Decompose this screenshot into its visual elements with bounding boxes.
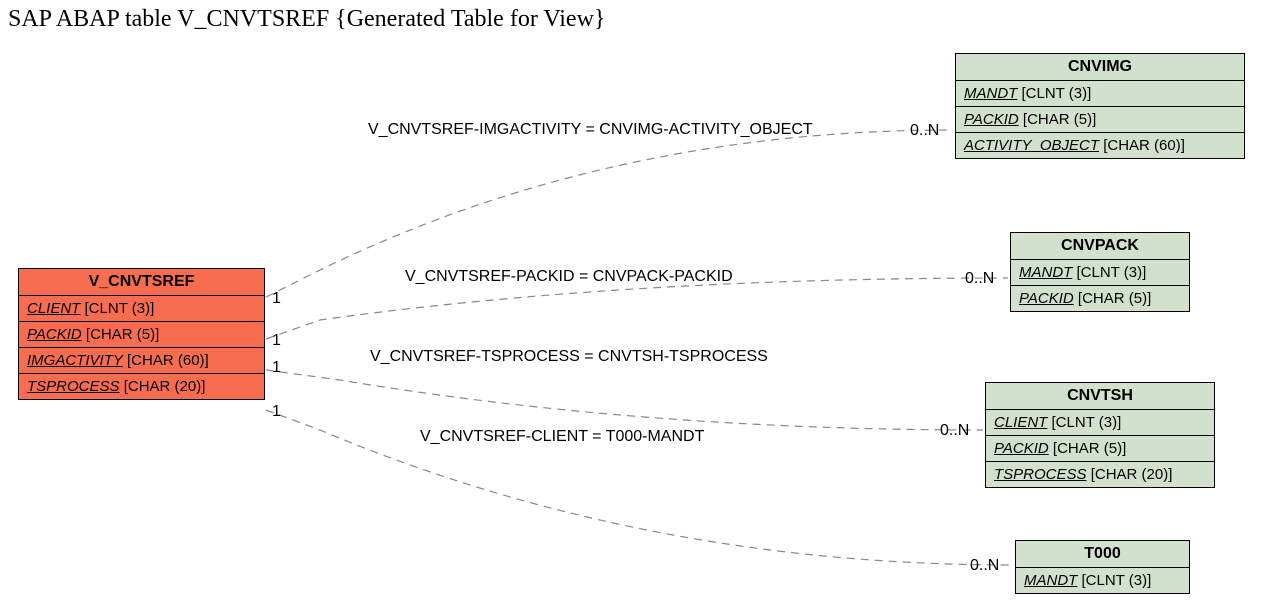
entity-cnvpack: CNVPACK MANDT [CLNT (3)] PACKID [CHAR (5…	[1010, 232, 1190, 312]
entity-header: T000	[1016, 541, 1189, 568]
cardinality-src-1: 1	[272, 290, 281, 308]
er-diagram: { "title": { "text": "SAP ABAP table V_C…	[0, 0, 1269, 616]
entity-field: MANDT [CLNT (3)]	[956, 81, 1244, 107]
entity-v-cnvtsref: V_CNVTSREF CLIENT [CLNT (3)] PACKID [CHA…	[18, 268, 265, 400]
edge-label-1: V_CNVTSREF-IMGACTIVITY = CNVIMG-ACTIVITY…	[368, 121, 813, 139]
entity-field: TSPROCESS [CHAR (20)]	[19, 374, 264, 399]
cardinality-src-4: 1	[272, 403, 281, 421]
entity-cnvtsh: CNVTSH CLIENT [CLNT (3)] PACKID [CHAR (5…	[985, 382, 1215, 488]
entity-field: CLIENT [CLNT (3)]	[19, 296, 264, 322]
edge-label-3: V_CNVTSREF-TSPROCESS = CNVTSH-TSPROCESS	[370, 348, 768, 366]
page-title: SAP ABAP table V_CNVTSREF {Generated Tab…	[8, 6, 605, 33]
cardinality-dst-3: 0..N	[940, 422, 969, 440]
cardinality-src-2: 1	[272, 332, 281, 350]
entity-t000: T000 MANDT [CLNT (3)]	[1015, 540, 1190, 594]
entity-field: TSPROCESS [CHAR (20)]	[986, 462, 1214, 487]
cardinality-src-3: 1	[272, 359, 281, 377]
entity-field: PACKID [CHAR (5)]	[1011, 286, 1189, 311]
entity-header: CNVIMG	[956, 54, 1244, 81]
edge-label-4: V_CNVTSREF-CLIENT = T000-MANDT	[420, 428, 704, 446]
entity-field: PACKID [CHAR (5)]	[956, 107, 1244, 133]
entity-header: V_CNVTSREF	[19, 269, 264, 296]
cardinality-dst-2: 0..N	[965, 270, 994, 288]
entity-field: MANDT [CLNT (3)]	[1011, 260, 1189, 286]
entity-header: CNVPACK	[1011, 233, 1189, 260]
edge-path-2	[266, 278, 1008, 339]
cardinality-dst-1: 0..N	[910, 122, 939, 140]
entity-field: PACKID [CHAR (5)]	[19, 322, 264, 348]
entity-header: CNVTSH	[986, 383, 1214, 410]
entity-field: ACTIVITY_OBJECT [CHAR (60)]	[956, 133, 1244, 158]
entity-field: MANDT [CLNT (3)]	[1016, 568, 1189, 593]
entity-cnvimg: CNVIMG MANDT [CLNT (3)] PACKID [CHAR (5)…	[955, 53, 1245, 159]
entity-field: CLIENT [CLNT (3)]	[986, 410, 1214, 436]
cardinality-dst-4: 0..N	[970, 557, 999, 575]
entity-field: IMGACTIVITY [CHAR (60)]	[19, 348, 264, 374]
edge-label-2: V_CNVTSREF-PACKID = CNVPACK-PACKID	[405, 268, 733, 286]
entity-field: PACKID [CHAR (5)]	[986, 436, 1214, 462]
edge-path-3	[266, 370, 983, 430]
